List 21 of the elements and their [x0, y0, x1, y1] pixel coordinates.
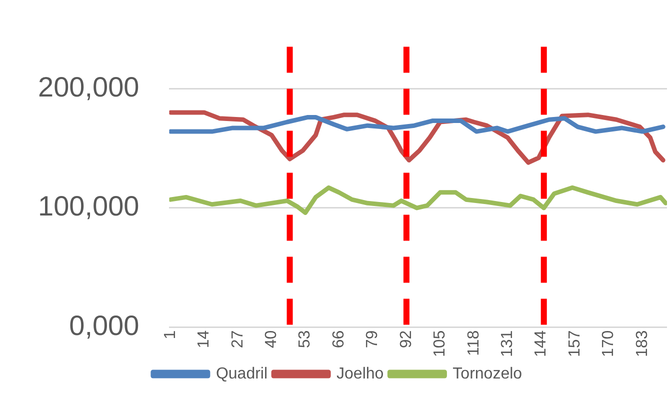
legend-label: Joelho [336, 365, 384, 382]
x-tick-label: 157 [566, 330, 584, 358]
x-tick-label: 118 [465, 330, 482, 356]
x-tick-label: 105 [432, 330, 449, 358]
x-tick-label: 53 [296, 330, 314, 348]
x-tick-label: 92 [398, 330, 415, 348]
x-tick-label: 40 [263, 330, 280, 348]
x-tick-label: 1 [162, 330, 179, 340]
x-tick-label: 66 [330, 330, 348, 348]
x-tick-label: 183 [634, 330, 651, 358]
x-tick-label: 170 [600, 330, 618, 358]
y-tick-label: 100,000 [38, 190, 140, 222]
legend-label: Tornozelo [452, 365, 522, 382]
x-tick-label: 14 [196, 330, 213, 348]
x-tick-label: 131 [498, 330, 516, 358]
x-tick-label: 27 [229, 330, 246, 348]
x-tick-label: 79 [364, 330, 382, 348]
x-tick-label: 144 [532, 330, 550, 358]
y-tick-label: 200,000 [38, 71, 140, 102]
legend-label: Quadril [216, 365, 268, 382]
y-tick-label: 0,000 [69, 310, 140, 342]
